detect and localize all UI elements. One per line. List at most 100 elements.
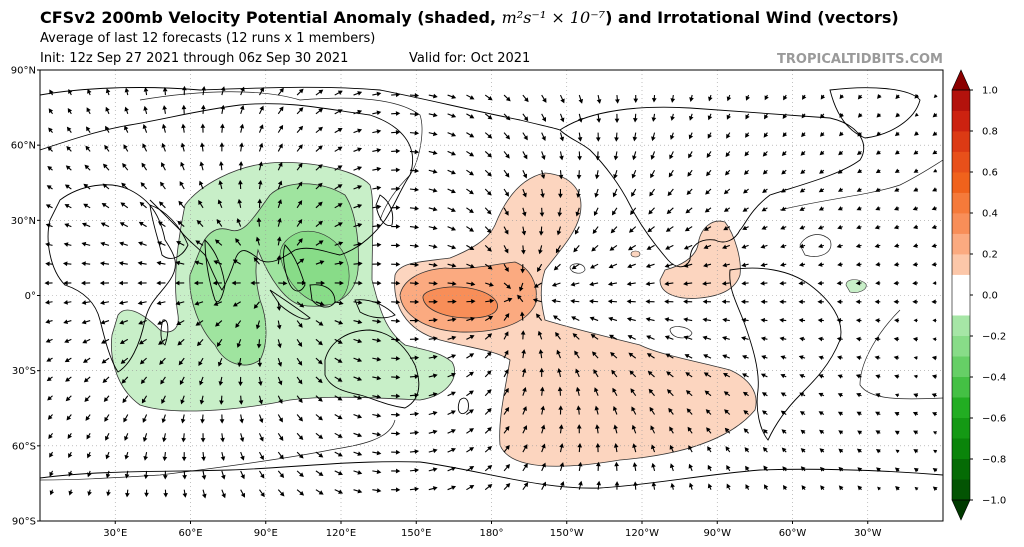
wind-vector — [142, 433, 148, 443]
south-america-coast — [729, 267, 842, 441]
wind-vector — [466, 371, 474, 378]
wind-vector — [296, 432, 304, 441]
wind-vector — [466, 132, 475, 138]
wind-vector — [686, 408, 693, 415]
wind-vector — [182, 470, 187, 480]
wind-vector — [315, 470, 324, 477]
wind-vector — [570, 281, 580, 287]
wind-vector — [722, 262, 730, 268]
wind-vector — [66, 145, 72, 152]
wind-vector — [409, 262, 420, 267]
wind-vector — [372, 148, 382, 153]
wind-vector — [217, 357, 223, 367]
wind-vector — [428, 244, 438, 249]
wind-vector — [201, 470, 207, 480]
wind-vector — [608, 316, 618, 322]
wind-vector — [780, 225, 787, 230]
wind-vector — [552, 315, 561, 322]
wind-vector — [744, 151, 750, 157]
wind-vector — [914, 112, 919, 117]
wind-vector — [801, 485, 807, 491]
wind-vector — [683, 317, 693, 323]
wind-vector — [724, 169, 731, 176]
wind-vector — [913, 449, 919, 454]
wind-vector — [353, 280, 363, 286]
wind-vector — [99, 280, 109, 286]
wind-vector — [760, 262, 768, 268]
wind-vector — [856, 411, 862, 416]
wind-vector — [538, 226, 544, 236]
wind-vector — [334, 338, 343, 344]
wind-vector — [334, 241, 344, 246]
wind-vector — [353, 128, 363, 134]
wind-vector — [913, 150, 919, 155]
wind-vector — [46, 376, 53, 382]
colorbar-swatch — [952, 110, 970, 132]
wind-vector — [707, 464, 712, 472]
wind-vector — [820, 113, 825, 119]
lat-tick-label: 90°N — [11, 66, 36, 77]
wind-vector — [64, 223, 72, 228]
wind-vector — [596, 113, 602, 123]
wind-vector — [666, 371, 674, 378]
wind-vector — [391, 412, 401, 418]
wind-vector — [932, 149, 938, 155]
wind-vector — [63, 242, 72, 247]
wind-vector — [723, 207, 731, 212]
wind-vector — [409, 467, 420, 473]
africa-coast — [47, 184, 176, 373]
wind-vector — [726, 113, 731, 120]
wind-vector — [105, 433, 110, 441]
wind-vector — [763, 465, 768, 472]
wind-vector — [761, 355, 768, 360]
wind-vector — [570, 298, 580, 304]
wind-vector — [799, 188, 806, 193]
wind-vector — [819, 466, 825, 472]
wind-vector — [669, 426, 674, 434]
wind-vector — [633, 481, 638, 490]
wind-vector — [503, 113, 511, 121]
wind-vector — [503, 313, 510, 321]
wind-vector — [688, 482, 694, 490]
wind-vector — [105, 451, 110, 460]
wind-vector — [372, 166, 382, 172]
wind-vector — [162, 433, 167, 443]
wind-vector — [931, 355, 937, 361]
wind-vector — [761, 225, 768, 230]
wind-vector — [522, 482, 529, 491]
wind-vector — [520, 264, 526, 274]
wind-vector — [372, 337, 382, 343]
wind-vector — [447, 226, 457, 231]
wind-vector — [315, 182, 323, 190]
wind-vector — [124, 470, 130, 479]
wind-vector — [647, 370, 655, 378]
wind-vector — [745, 484, 750, 490]
wind-vector — [646, 335, 655, 340]
australia-coast — [324, 329, 420, 409]
wind-vector — [651, 113, 657, 122]
wind-vector — [447, 263, 457, 268]
wind-vector — [704, 207, 712, 213]
wind-vector — [161, 162, 166, 171]
wind-vector — [466, 409, 474, 415]
wind-vector — [237, 198, 243, 208]
wind-vector — [893, 224, 900, 230]
credit-watermark: TROPICALTIDBITS.COM — [777, 52, 943, 67]
wind-vector — [353, 470, 363, 475]
wind-vector — [277, 143, 283, 152]
wind-vector — [258, 105, 264, 115]
wind-vector — [428, 448, 438, 454]
wind-vector — [895, 486, 900, 491]
wind-vector — [594, 188, 599, 198]
wind-vector — [199, 395, 205, 405]
wind-vector — [932, 131, 938, 136]
wind-vector — [200, 414, 205, 424]
wind-vector — [856, 392, 862, 398]
wind-vector — [238, 376, 243, 387]
indochina-coast — [283, 244, 306, 292]
wind-vector — [553, 263, 561, 271]
wind-vector — [100, 222, 110, 228]
wind-vector — [391, 374, 401, 380]
wind-vector — [874, 224, 881, 230]
wind-vector — [741, 244, 749, 249]
